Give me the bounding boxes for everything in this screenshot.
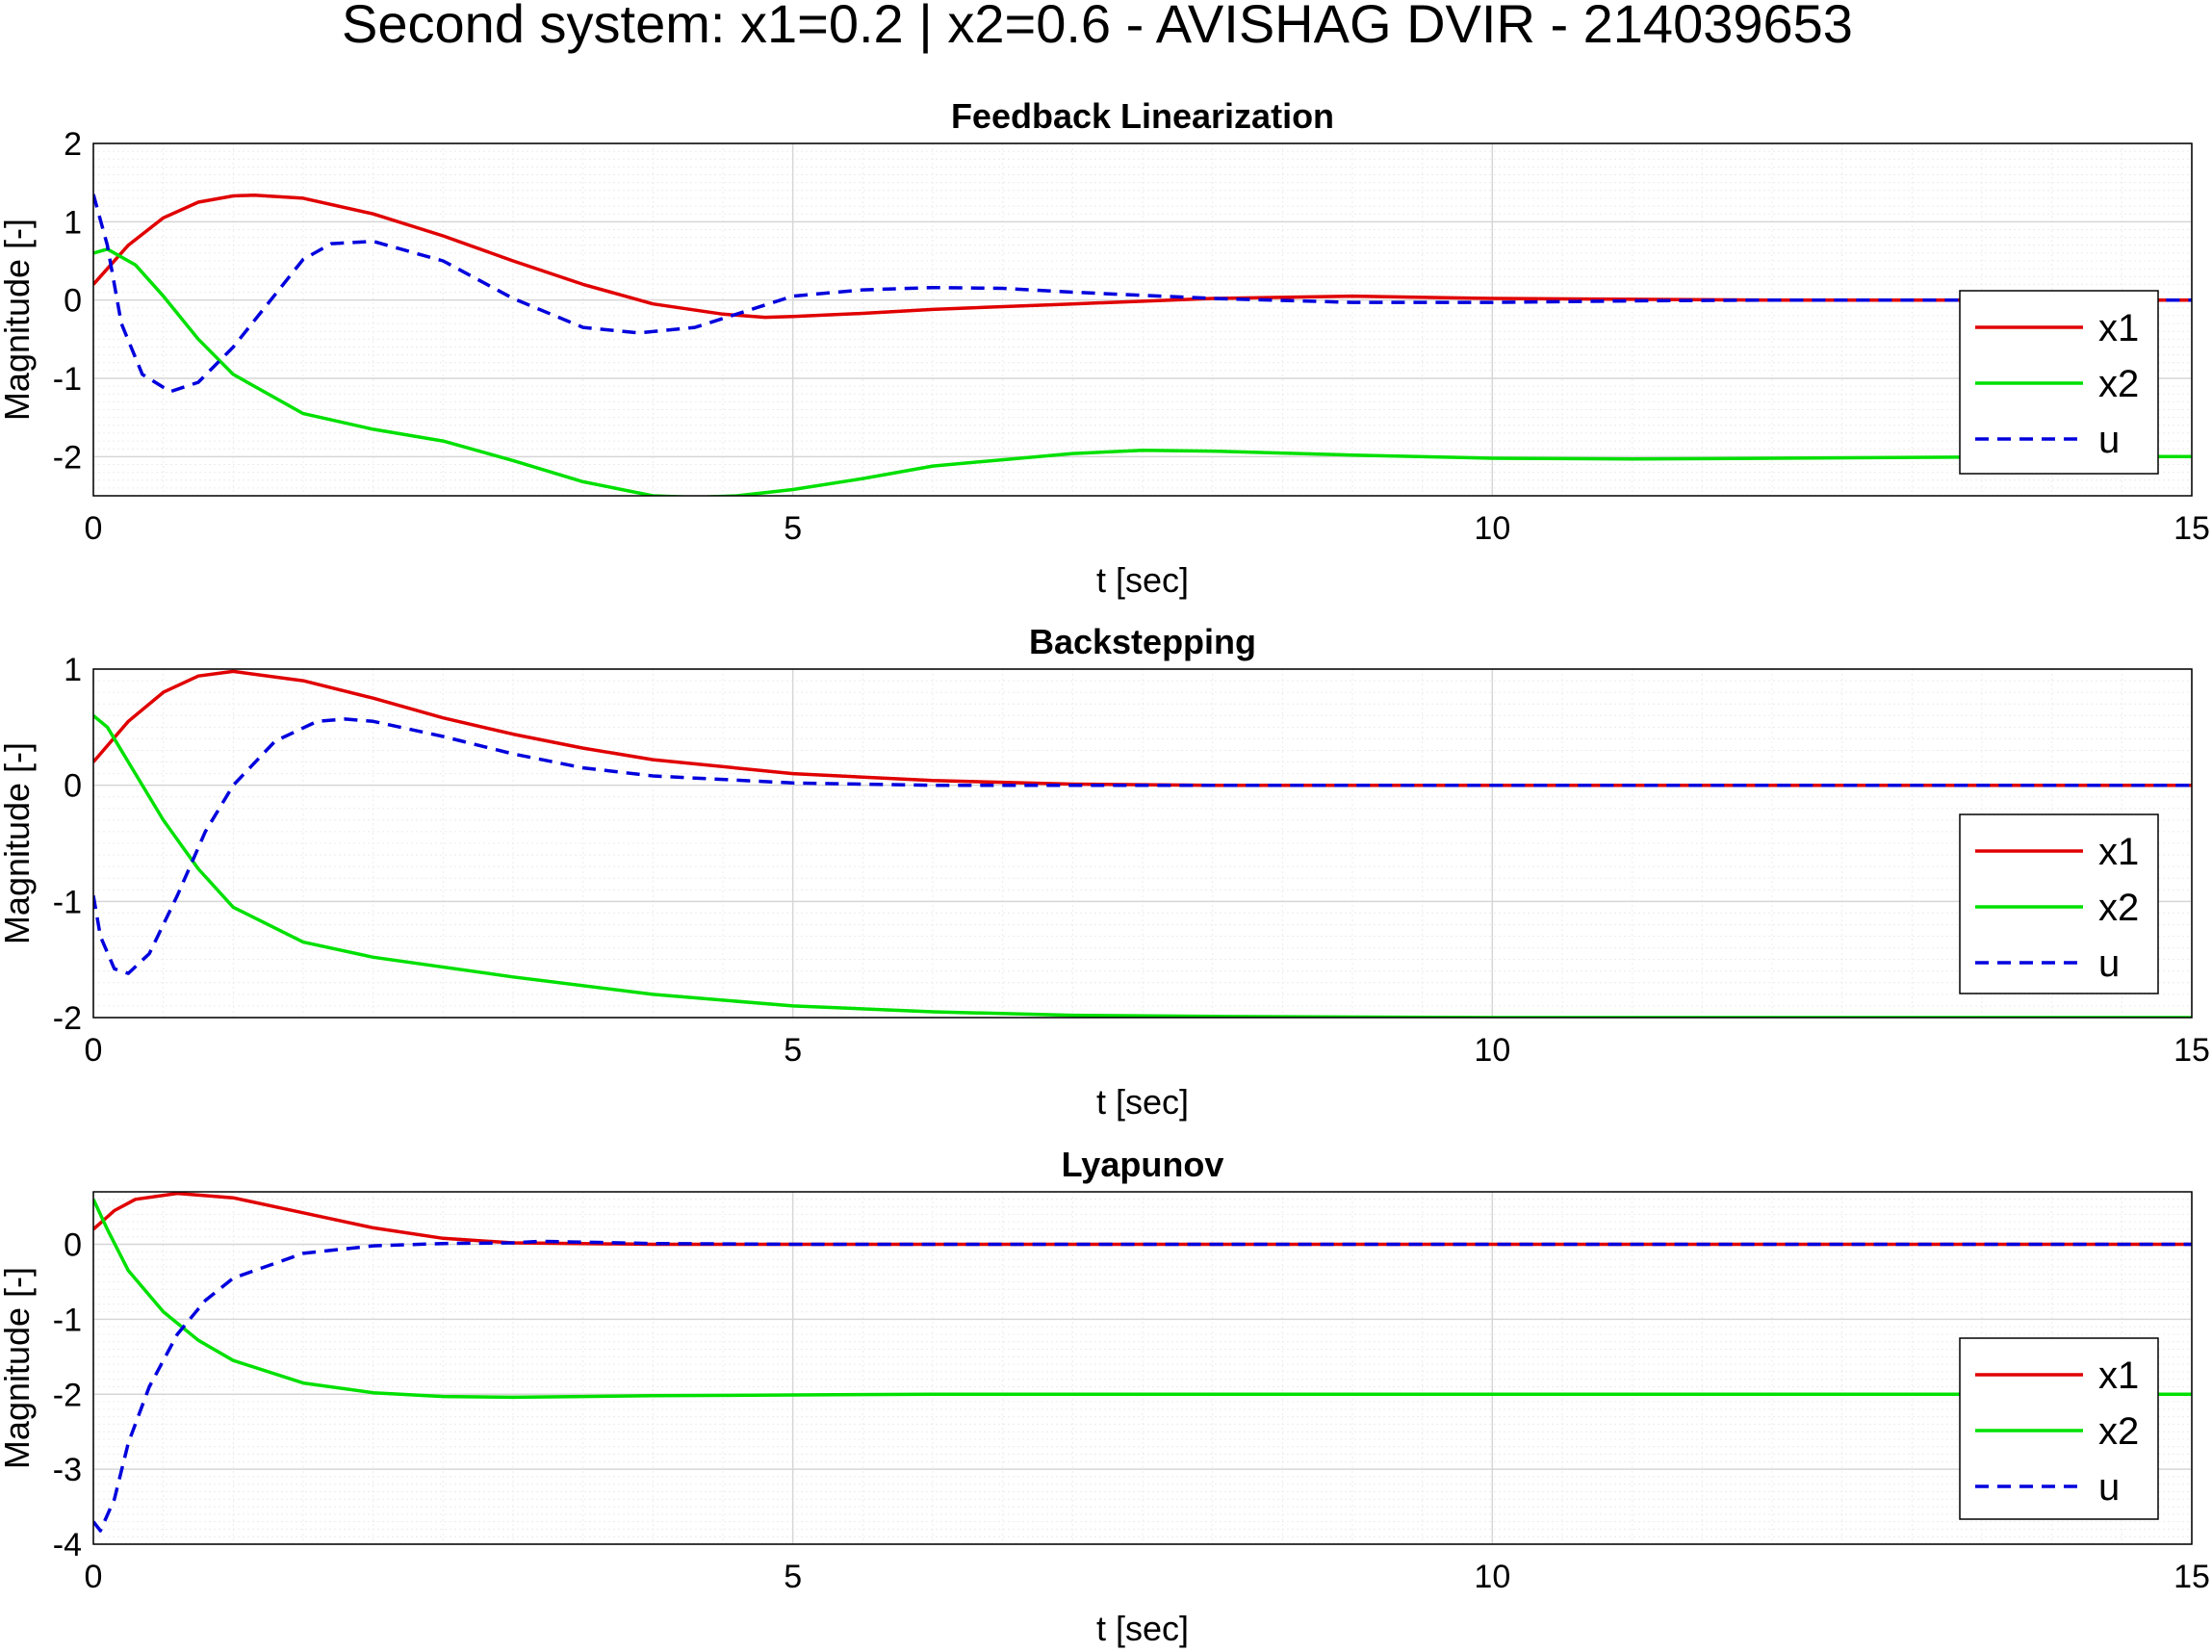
legend-box <box>1959 813 2159 994</box>
legend-label-x2: x2 <box>2098 1410 2139 1453</box>
minor-grid <box>93 669 2192 1018</box>
x-tick-label: 10 <box>1474 1559 1510 1595</box>
y-tick-label: 1 <box>64 652 82 688</box>
x-axis-label: t [sec] <box>1096 1082 1189 1122</box>
subplot-title: Lyapunov <box>1062 1145 1224 1184</box>
y-tick-label: -2 <box>53 1377 82 1413</box>
legend-label-x1: x1 <box>2098 831 2139 873</box>
x-tick-label: 10 <box>1474 1032 1510 1069</box>
x-tick-label: 10 <box>1474 510 1510 547</box>
legend: x1 x2 u <box>1959 290 2159 475</box>
y-tick-label: -4 <box>53 1527 82 1563</box>
y-tick-label: 0 <box>64 768 82 805</box>
legend-box <box>1959 1337 2159 1520</box>
series-lines <box>93 193 2192 496</box>
x-tick-label: 0 <box>85 1032 103 1069</box>
x-tick-label: 15 <box>2173 1559 2210 1595</box>
x-tick-label: 15 <box>2173 510 2210 547</box>
axes-frame <box>92 142 2193 497</box>
series-lines <box>93 669 2192 1018</box>
series-line-u <box>93 1239 2192 1533</box>
x-tick-label: 5 <box>784 1559 802 1595</box>
axes-frame <box>92 1191 2193 1545</box>
legend-label-x1: x1 <box>2098 307 2139 349</box>
y-axis-label: Magnitude [-] <box>0 1267 37 1469</box>
legend-label-x2: x2 <box>2098 887 2139 929</box>
y-tick-label: 1 <box>64 204 82 241</box>
series-line-x1 <box>93 193 2192 320</box>
legend-label-u: u <box>2098 942 2120 985</box>
y-tick-label: -1 <box>53 884 82 920</box>
legend-label-u: u <box>2098 419 2120 461</box>
series-line-x1 <box>93 1192 2192 1247</box>
x-tick-label: 5 <box>784 1032 802 1069</box>
x-tick-label: 5 <box>784 510 802 547</box>
legend: x1 x2 u <box>1959 1337 2159 1520</box>
x-tick-label: 15 <box>2173 1032 2210 1069</box>
y-tick-label: 0 <box>64 1227 82 1264</box>
x-axis-label: t [sec] <box>1096 1609 1189 1648</box>
series-line-u <box>93 194 2192 394</box>
y-tick-label: -1 <box>53 361 82 398</box>
series-lines <box>93 1192 2192 1533</box>
figure-title: Second system: x1=0.2 | x2=0.6 - AVISHAG… <box>342 0 1853 54</box>
series-line-x2 <box>93 713 2192 1018</box>
subplot-2: 0 5 10 15 -2 -1 0 1 Backstepping t [sec] Magnitude… <box>0 622 2210 1122</box>
series-line-x2 <box>93 247 2192 496</box>
series-line-u <box>93 717 2192 975</box>
y-tick-label: 2 <box>64 126 82 163</box>
legend-label-x1: x1 <box>2098 1355 2139 1397</box>
y-tick-label: 0 <box>64 283 82 320</box>
series-line-x2 <box>93 1199 2192 1400</box>
x-axis-label: t [sec] <box>1096 560 1189 600</box>
y-tick-label: -2 <box>53 439 82 476</box>
y-axis-label: Magnitude [-] <box>0 219 37 421</box>
axes-frame <box>92 668 2193 1019</box>
subplot-title: Feedback Linearization <box>951 96 1334 136</box>
y-tick-label: -2 <box>53 1000 82 1037</box>
legend-label-u: u <box>2098 1466 2120 1509</box>
y-tick-label: -3 <box>53 1452 82 1488</box>
subplot-1: 0 5 10 15 -2 -1 0 1 2 Feedback Linearization t [se… <box>0 96 2210 600</box>
legend: x1 x2 u <box>1959 813 2159 994</box>
y-axis-label: Magnitude [-] <box>0 742 37 944</box>
x-tick-label: 0 <box>85 1559 103 1595</box>
legend-label-x2: x2 <box>2098 363 2139 405</box>
subplot-3: 0 5 10 15 -4 -3 -2 -1 0 Lyapunov t [sec] Magnitude … <box>0 1145 2210 1648</box>
y-tick-label: -1 <box>53 1302 82 1338</box>
subplot-title: Backstepping <box>1029 622 1256 661</box>
x-tick-label: 0 <box>85 510 103 547</box>
minor-grid <box>93 1191 2192 1544</box>
